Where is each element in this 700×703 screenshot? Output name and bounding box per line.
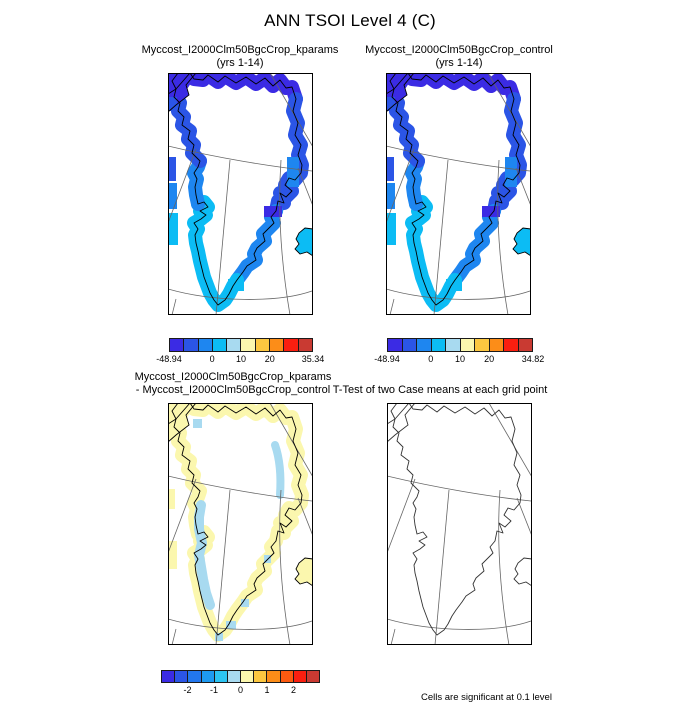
panel-title-diff-line2: - Myccost_I2000Clm50BgcCrop_control xyxy=(135,383,331,396)
colorbar-tick-label: 20 xyxy=(484,354,495,364)
colorbar-kparams-box-5 xyxy=(240,338,256,352)
colorbar-tick-label: -2 xyxy=(183,685,192,695)
colorbar-diff-box-6 xyxy=(240,670,255,683)
map-control xyxy=(386,73,531,315)
colorbar-kparams-box-6 xyxy=(254,338,271,352)
colorbar-control-box-4 xyxy=(445,338,461,352)
colorbar-control-box-7 xyxy=(488,338,504,352)
colorbar-tick-label: -48.94 xyxy=(374,354,400,364)
colorbar-control-box-1 xyxy=(401,338,417,352)
colorbar-diff-box-3 xyxy=(200,670,215,683)
colorbar-kparams-box-4 xyxy=(226,338,242,352)
colorbar-diff-box-5 xyxy=(226,670,242,683)
panel-title-diff-line1: Myccost_I2000Clm50BgcCrop_kparams xyxy=(134,371,332,383)
panel-title-control-line2: (yrs 1-14) xyxy=(435,56,483,69)
figure-title: ANN TSOI Level 4 (C) xyxy=(264,11,436,30)
colorbar-kparams-box-3 xyxy=(211,338,228,352)
colorbar-tick-label: -1 xyxy=(209,685,218,695)
colorbar-diff-boxes xyxy=(161,670,321,683)
colorbar-control-box-6 xyxy=(474,338,490,352)
panel-title-ttest: T-Test of two Case means at each grid po… xyxy=(290,384,590,397)
colorbar-control-box-9 xyxy=(517,338,533,352)
colorbar-kparams-box-8 xyxy=(283,338,299,352)
colorbar-diff-box-2 xyxy=(187,670,202,683)
colorbar-kparams-box-9 xyxy=(297,338,313,352)
colorbar-tick-label: -48.94 xyxy=(156,354,182,364)
colorbar-diff-box-7 xyxy=(253,670,268,683)
colorbar-diff-box-9 xyxy=(279,670,294,683)
colorbar-control: -48.94 0 10 20 34.82 xyxy=(374,338,544,364)
colorbar-control-box-0 xyxy=(387,338,403,352)
colorbar-tick-label: 34.82 xyxy=(521,354,545,364)
colorbar-kparams-box-2 xyxy=(197,338,213,352)
panel-title-control: Myccost_I2000Clm50BgcCrop_control (yrs 1… xyxy=(309,44,609,69)
map-ttest xyxy=(387,403,532,645)
colorbar-tick-label: 0 xyxy=(428,354,434,364)
colorbar-kparams: -48.94 0 10 20 35.34 xyxy=(156,338,324,364)
panel-title-ttest-line1: T-Test of two Case means at each grid po… xyxy=(332,384,548,396)
panel-title-kparams-line2: (yrs 1-14) xyxy=(216,56,264,69)
colorbar-tick-label: 1 xyxy=(264,685,270,695)
colorbar-kparams-box-0 xyxy=(169,338,185,352)
colorbar-control-box-8 xyxy=(503,338,519,352)
colorbar-kparams-labels: -48.94 0 10 20 35.34 xyxy=(156,352,324,364)
significance-note: Cells are significant at 0.1 level xyxy=(421,692,552,703)
colorbar-diff-box-8 xyxy=(266,670,281,683)
colorbar-control-labels: -48.94 0 10 20 34.82 xyxy=(374,352,544,364)
colorbar-tick-label: 20 xyxy=(264,354,275,364)
colorbar-diff-box-4 xyxy=(213,670,228,683)
colorbar-control-box-2 xyxy=(416,338,432,352)
panel-title-kparams: Myccost_I2000Clm50BgcCrop_kparams (yrs 1… xyxy=(90,44,390,69)
panel-title-kparams-line1: Myccost_I2000Clm50BgcCrop_kparams xyxy=(141,44,339,56)
colorbar-diff-labels: -2 -1 0 1 2 xyxy=(161,683,320,695)
colorbar-tick-label: 10 xyxy=(454,354,466,364)
map-diff xyxy=(168,403,313,645)
colorbar-kparams-box-1 xyxy=(183,338,199,352)
colorbar-tick-label: 35.34 xyxy=(301,354,325,364)
panel-title-diff: Myccost_I2000Clm50BgcCrop_kparams - Mycc… xyxy=(83,371,383,396)
colorbar-tick-label: 10 xyxy=(235,354,247,364)
colorbar-diff: -2 -1 0 1 2 xyxy=(161,670,321,695)
colorbar-diff-box-11 xyxy=(305,670,321,683)
panel-title-control-line1: Myccost_I2000Clm50BgcCrop_control xyxy=(365,44,553,56)
colorbar-control-box-5 xyxy=(459,338,475,352)
colorbar-control-box-3 xyxy=(430,338,446,352)
colorbar-control-boxes xyxy=(387,338,533,352)
colorbar-tick-label: 0 xyxy=(209,354,215,364)
colorbar-tick-label: 0 xyxy=(237,685,244,695)
colorbar-kparams-box-7 xyxy=(269,338,285,352)
colorbar-diff-box-1 xyxy=(174,670,189,683)
colorbar-diff-box-0 xyxy=(161,670,176,683)
colorbar-tick-label: 2 xyxy=(290,685,296,695)
map-kparams xyxy=(168,73,313,315)
colorbar-diff-box-10 xyxy=(292,670,307,683)
colorbar-kparams-boxes xyxy=(169,338,313,352)
